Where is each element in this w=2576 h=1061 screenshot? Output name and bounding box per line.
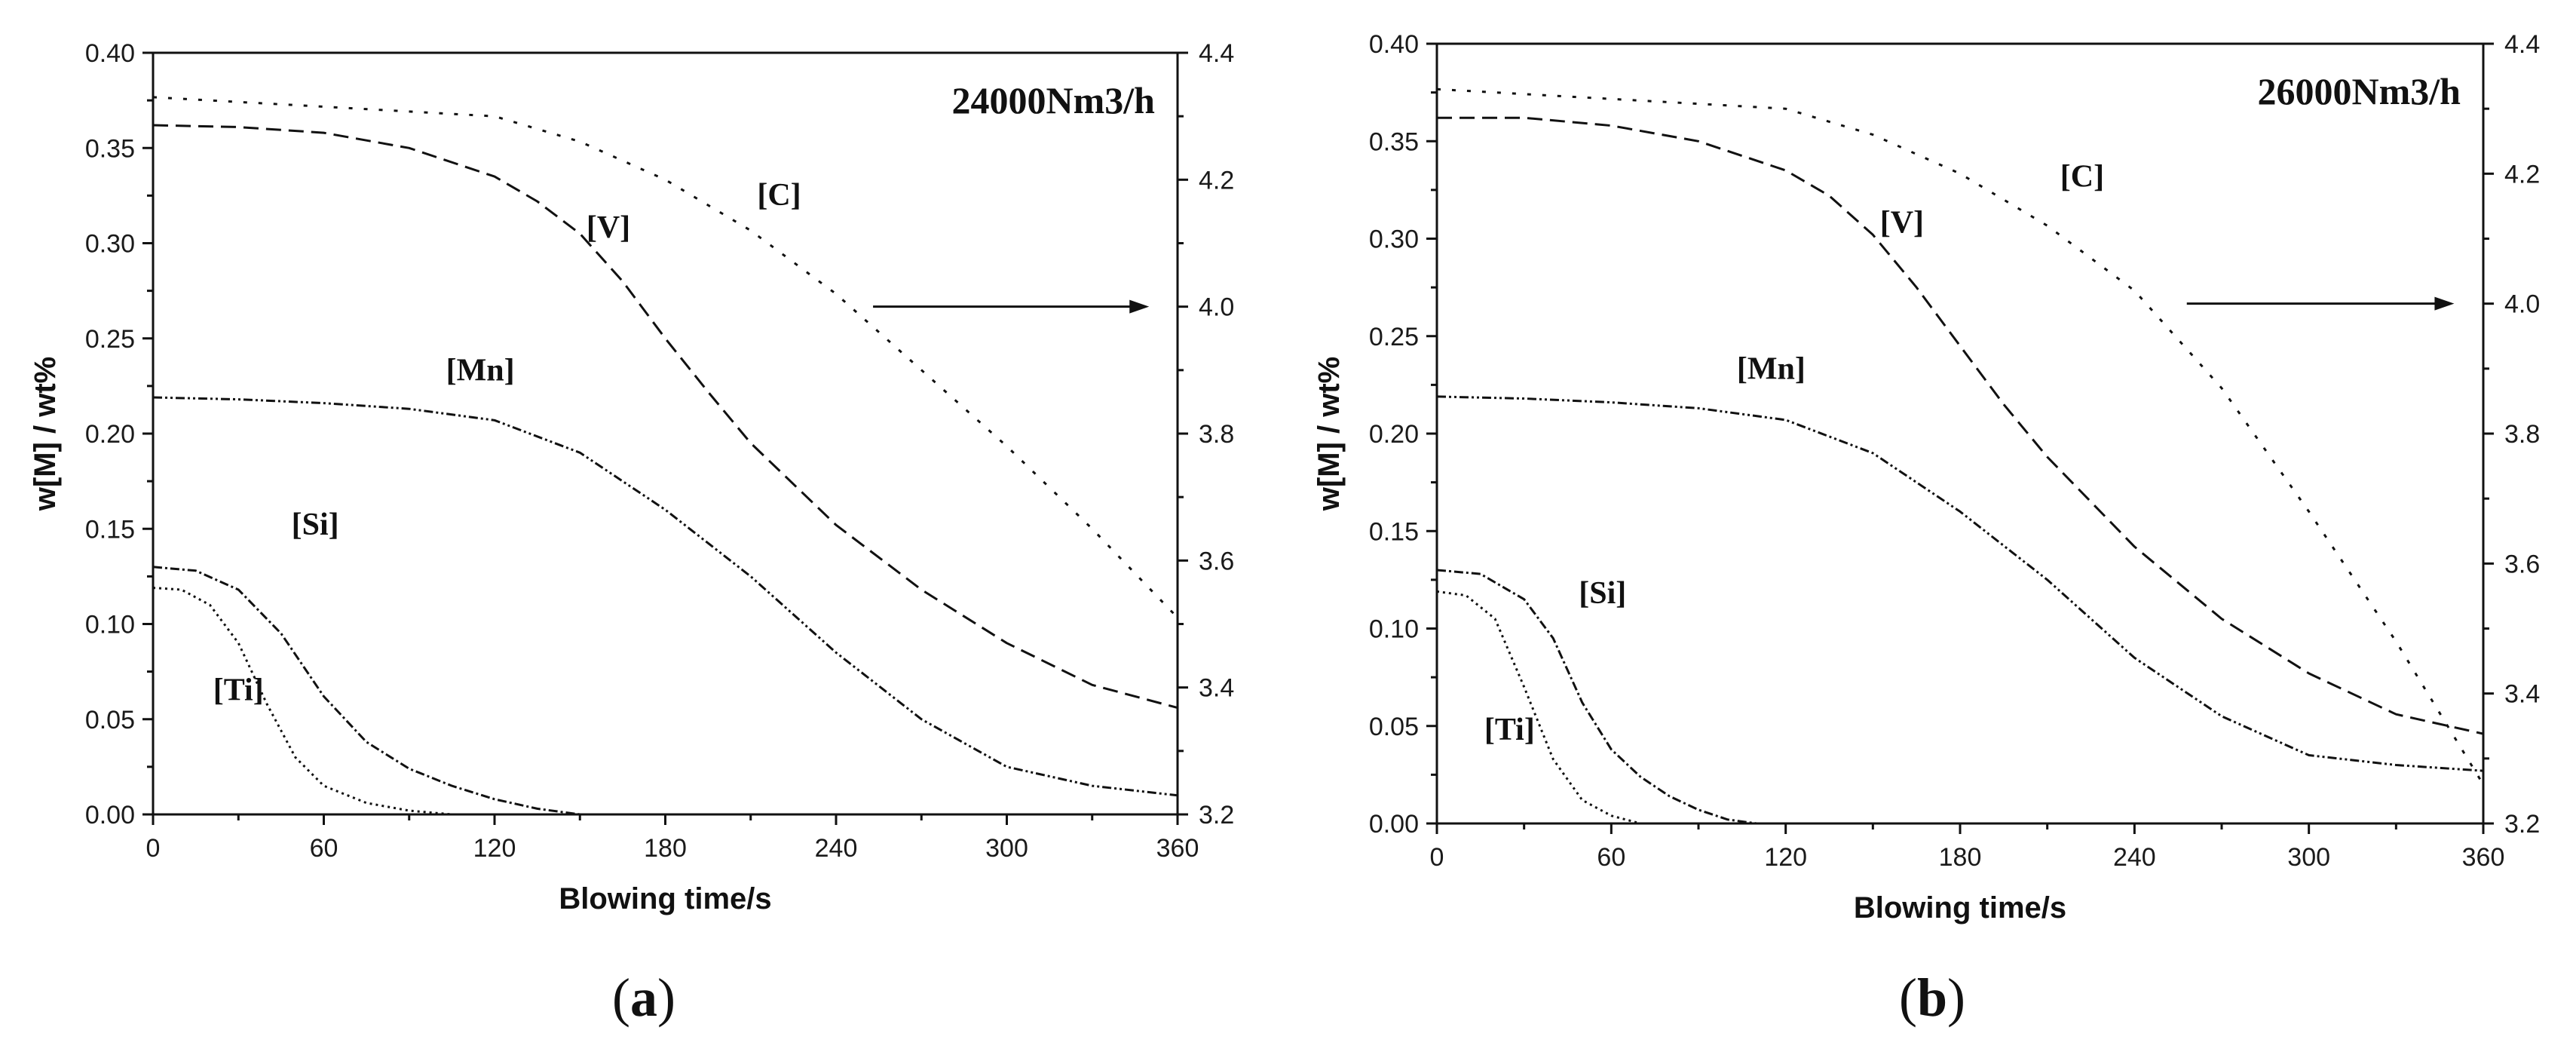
x-tick-label: 180 <box>644 834 687 863</box>
y-left-tick-label: 0.10 <box>1369 615 1419 644</box>
x-tick-label: 300 <box>2287 843 2330 872</box>
x-tick-label: 120 <box>1764 843 1807 872</box>
series-label-si: [Si] <box>1579 576 1626 611</box>
series-line-si <box>152 566 580 816</box>
y-left-tick-label: 0.35 <box>1369 127 1419 156</box>
x-tick-label: 120 <box>473 834 516 863</box>
y-right-tick-label: 4.2 <box>1199 166 1234 195</box>
y-axis-label: w[M] / wt% <box>1313 357 1346 511</box>
caption-a: (a) <box>612 967 675 1028</box>
y-left-tick-label: 0.40 <box>1369 30 1419 59</box>
series-label-mn: [Mn] <box>1737 352 1806 387</box>
x-tick-label: 0 <box>146 834 161 863</box>
plot-frame <box>152 51 1179 816</box>
series-label-mn: [Mn] <box>446 353 515 388</box>
series-label-c: [C] <box>2060 160 2104 195</box>
y-right-tick-label: 4.4 <box>1199 39 1234 68</box>
y-right-tick-label: 3.4 <box>1199 674 1234 703</box>
y-left-tick-label: 0.25 <box>85 325 135 354</box>
series-line-mn <box>1436 395 2484 772</box>
chart-a: 0 60 120 180 240 300 360 0.00 0.05 0.10 0.15 0.20 0.… <box>29 39 1234 915</box>
chart-panel-a: 0 60 120 180 240 300 360 0.00 0.05 0.10 0.15 0.20 0.… <box>29 39 1234 1028</box>
y-right-tick-label: 4.0 <box>1199 293 1234 322</box>
y-left-tick-label: 0.00 <box>1369 810 1419 839</box>
y-left-tick-label: 0.20 <box>85 420 135 449</box>
series-line-c <box>1436 87 2485 786</box>
series-label-ti: [Ti] <box>213 673 264 708</box>
y-left-tick-label: 0.05 <box>1369 713 1419 741</box>
y-right-tick-label: 3.8 <box>2504 420 2540 449</box>
x-axis-label: Blowing time/s <box>1854 891 2066 925</box>
y-left-tick-label: 0.05 <box>85 706 135 734</box>
annotation-arrow-head <box>2434 296 2455 311</box>
y-left-tick-label: 0.20 <box>1369 420 1419 449</box>
y-left-tick-label: 0.25 <box>1369 323 1419 351</box>
y-left-tick-label: 0.00 <box>85 801 135 829</box>
x-tick-label: 60 <box>310 834 338 863</box>
x-tick-label: 60 <box>1597 843 1625 872</box>
series-line-v <box>1437 116 2484 735</box>
y-left-tick-label: 0.30 <box>85 230 135 259</box>
y-right-tick-label: 3.8 <box>1199 420 1234 449</box>
y-left-tick-label: 0.10 <box>85 611 135 639</box>
plot-frame <box>1435 42 2485 825</box>
y-left-tick-label: 0.15 <box>1369 517 1419 546</box>
chart-title: 26000Nm3/h <box>2258 70 2461 112</box>
chart-title: 24000Nm3/h <box>952 79 1156 121</box>
x-tick-label: 300 <box>985 834 1028 863</box>
series-label-c: [C] <box>757 178 801 213</box>
y-left-tick-label: 0.40 <box>85 39 135 68</box>
y-right-tick-label: 3.6 <box>2504 550 2540 578</box>
y-axis-label: w[M] / wt% <box>29 357 62 511</box>
series-line-ti <box>1436 590 1641 825</box>
series-line-mn <box>152 396 1178 797</box>
x-tick-label: 0 <box>1430 843 1444 872</box>
y-left-tick-label: 0.15 <box>85 515 135 544</box>
annotation-arrow-head <box>1129 299 1150 314</box>
series-label-ti: [Ti] <box>1484 713 1535 747</box>
y-right-tick-label: 3.4 <box>2504 680 2540 709</box>
y-right-tick-label: 3.6 <box>1199 547 1234 575</box>
y-left-tick-label: 0.30 <box>1369 225 1419 254</box>
x-tick-label: 360 <box>2462 843 2505 872</box>
series-line-c <box>152 96 1179 619</box>
y-right-tick-label: 3.2 <box>2504 810 2540 839</box>
x-tick-label: 240 <box>815 834 858 863</box>
caption-b: (b) <box>1898 967 1965 1028</box>
y-right-tick-label: 4.0 <box>2504 290 2540 319</box>
y-right-tick-label: 3.2 <box>1199 801 1234 829</box>
x-tick-label: 240 <box>2113 843 2156 872</box>
series-line-v <box>152 124 1178 710</box>
series-line-si <box>1436 569 1757 825</box>
series-label-si: [Si] <box>292 508 339 542</box>
y-right-tick-label: 4.2 <box>2504 160 2540 189</box>
series-label-v: [V] <box>587 210 630 245</box>
y-left-tick-label: 0.35 <box>85 134 135 163</box>
x-axis-label: Blowing time/s <box>559 882 771 915</box>
x-tick-label: 180 <box>1939 843 1982 872</box>
chart-b: 0 60 120 180 240 300 360 0.00 0.05 0.10 0.15 0.20 0.… <box>1313 30 2540 925</box>
x-tick-label: 360 <box>1156 834 1199 863</box>
chart-panel-b: 0 60 120 180 240 300 360 0.00 0.05 0.10 0.15 0.20 0.… <box>1288 0 2576 1061</box>
series-line-ti <box>152 587 452 816</box>
series-label-v: [V] <box>1880 206 1924 241</box>
y-right-tick-label: 4.4 <box>2504 30 2540 59</box>
